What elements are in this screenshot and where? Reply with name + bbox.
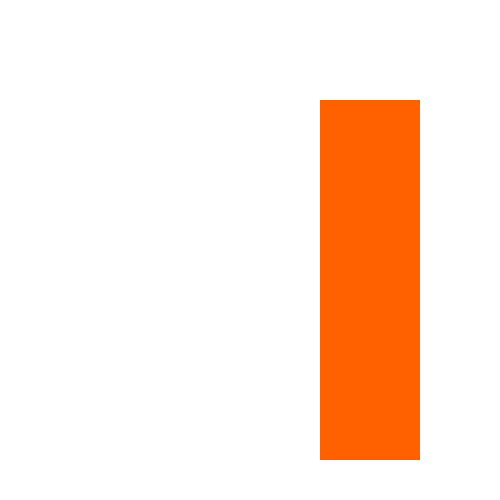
orange-panel: [320, 100, 420, 460]
